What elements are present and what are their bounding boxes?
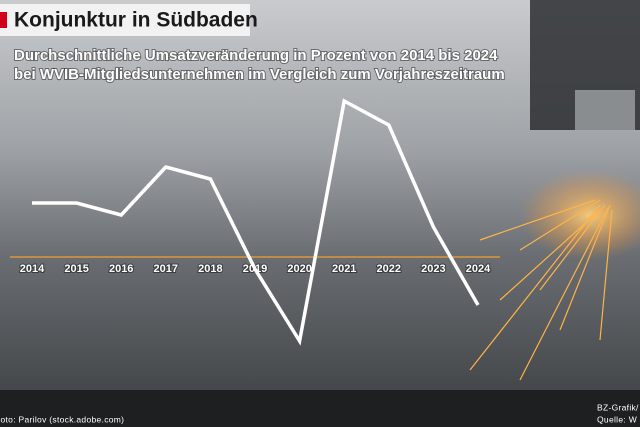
title: Konjunktur in Südbaden (14, 9, 258, 32)
photo-credit: Foto: Parilov (stock.adobe.com) (0, 414, 124, 424)
title-marker (0, 12, 7, 28)
footer-band (0, 390, 640, 427)
graphic-credit: BZ-Grafik/ (597, 402, 639, 412)
x-tick-label: 2020 (287, 263, 311, 275)
x-tick-label: 2015 (64, 263, 88, 275)
source: Quelle: W (597, 414, 637, 424)
x-tick-label: 2018 (198, 263, 222, 275)
x-tick-label: 2014 (20, 263, 45, 275)
subtitle: bei WVIB-Mitgliedsunternehmen im Verglei… (14, 66, 505, 83)
machine-head (575, 90, 635, 130)
x-tick-label: 2023 (421, 263, 445, 275)
title-box (0, 4, 250, 36)
sparks (469, 199, 613, 381)
subtitle: Durchschnittliche Umsatzveränderung in P… (14, 47, 498, 64)
x-tick-label: 2024 (466, 263, 491, 275)
x-tick-label: 2017 (154, 263, 178, 275)
x-tick-label: 2016 (109, 263, 133, 275)
x-tick-label: 2022 (377, 263, 401, 275)
data-line (32, 98, 480, 346)
x-tick-label: 2021 (332, 263, 356, 275)
